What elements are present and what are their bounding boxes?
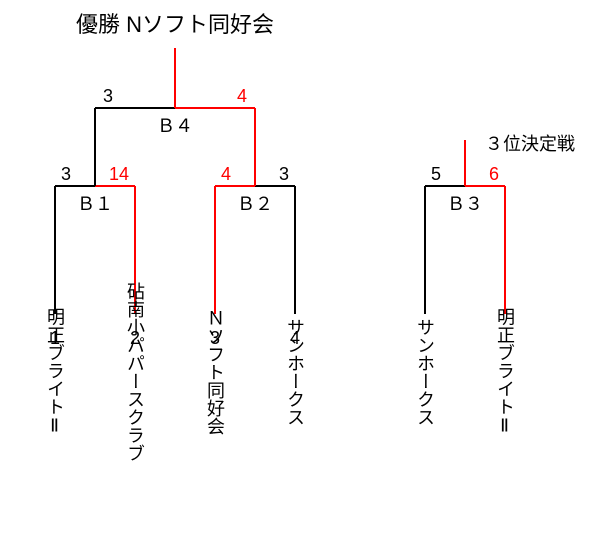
b3-score-right: 6	[489, 164, 499, 184]
b2-score-left: 4	[221, 164, 231, 184]
team-t1: 明正ブライトⅡ	[45, 308, 65, 437]
b2-score-right: 3	[279, 164, 289, 184]
b4-label: Ｂ４	[157, 116, 193, 136]
b2-label: Ｂ２	[237, 194, 273, 214]
b1-label: Ｂ１	[77, 194, 113, 214]
team-t4: サンホークス	[285, 318, 305, 426]
b3-label: Ｂ３	[447, 194, 483, 214]
team-t2: 砧南小パパースクラブ	[125, 282, 145, 462]
tournament-bracket: 優勝 Nソフト同好会314Ｂ１43Ｂ２34Ｂ４56Ｂ３３位決定戦1明正ブライトⅡ…	[0, 0, 600, 556]
b1-score-right: 14	[109, 164, 129, 184]
b1-score-left: 3	[61, 164, 71, 184]
champion-title: 優勝 Nソフト同好会	[76, 12, 274, 37]
team-t5: サンホークス	[415, 318, 435, 426]
b3-score-left: 5	[431, 164, 441, 184]
third-place-title: ３位決定戦	[485, 134, 575, 154]
b4-score-left: 3	[103, 86, 113, 106]
team-t6: 明正ブライトⅡ	[495, 308, 515, 437]
team-t3: Ｎソフト同好会	[205, 309, 225, 435]
b4-score-right: 4	[237, 86, 247, 106]
